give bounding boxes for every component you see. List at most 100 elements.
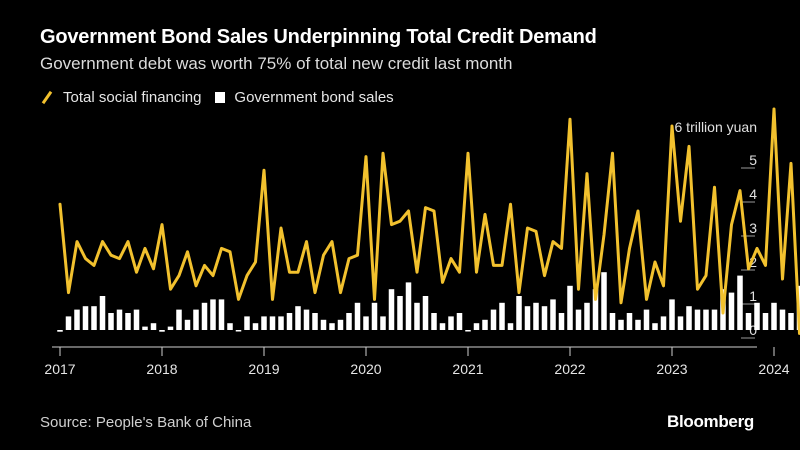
bar [235,330,242,332]
bar [65,316,72,330]
bar [677,316,684,330]
bar [745,313,752,330]
x-tick-label: 2021 [452,361,483,377]
bar [303,309,310,330]
bar [609,313,616,330]
bar [116,309,123,330]
bar [312,313,318,330]
bar [711,309,718,330]
bar [150,323,157,330]
bar [388,289,395,330]
chart-title: Government Bond Sales Underpinning Total… [40,26,597,48]
y-tick-label: 1 [749,288,757,304]
bar [278,316,284,330]
bar [626,313,633,330]
bar [439,323,446,330]
bar [584,302,590,330]
bar [159,330,165,332]
bar [269,316,276,330]
bar [201,302,208,330]
bar [397,296,403,330]
bar [737,275,743,330]
x-tick-label: 2020 [350,361,381,377]
y-tick-label: 2 [749,254,757,270]
bar [176,309,182,330]
bar [227,323,233,330]
bar [788,313,794,330]
bar [694,309,701,330]
bar [550,299,556,330]
x-tick-label: 2022 [554,361,585,377]
bar [354,302,361,330]
bar [703,309,709,330]
bar [261,316,267,330]
bar [652,323,658,330]
bar [142,326,148,330]
bar [524,306,531,330]
bar [465,330,471,332]
bar [456,313,463,330]
bar [346,313,352,330]
y-tick-label: 0 [749,322,757,338]
bar [643,309,650,330]
bar [516,296,522,330]
bar [320,319,327,330]
legend-bar-label: Government bond sales [234,89,394,106]
y-unit-label: 6 trillion yuan [675,119,758,135]
bar [779,309,786,330]
source-note: Source: People's Bank of China [40,414,252,431]
bar [499,302,505,330]
legend: Total social financing Government bond s… [40,89,408,106]
bar [686,306,692,330]
bar [618,319,624,330]
bar [74,309,80,330]
bar [541,306,548,330]
bar [295,306,301,330]
bar [533,302,539,330]
x-tick-label: 2024 [758,361,789,377]
bar [337,319,344,330]
bar [414,302,420,330]
bar [635,319,641,330]
y-tick-label: 3 [749,220,757,236]
x-tick-label: 2017 [44,361,75,377]
bar [405,282,412,330]
bar [244,316,250,330]
legend-item-line: Total social financing [40,89,201,106]
legend-line-label: Total social financing [63,89,202,106]
bar [91,306,97,330]
bar [422,296,429,330]
bar [490,309,497,330]
bar-swatch-icon [215,92,226,103]
bar [57,330,63,332]
x-tick-label: 2019 [248,361,279,377]
bar [371,302,378,330]
bar [482,319,488,330]
bar [601,272,607,330]
bar [125,313,131,330]
bar [380,316,386,330]
bar [660,316,667,330]
bar [210,299,216,330]
bar [193,309,199,330]
bar [448,316,454,330]
bar [252,323,259,330]
bar [108,313,114,330]
bar [329,323,335,330]
bar [473,323,480,330]
bar [286,313,293,330]
x-tick-label: 2018 [146,361,177,377]
legend-item-bars: Government bond sales [215,89,394,106]
bar [133,309,140,330]
bar [575,309,582,330]
bloomberg-logo: Bloomberg [666,412,754,431]
bar [184,319,191,330]
bar [363,316,369,330]
bar [728,292,735,330]
bar [754,302,760,330]
bar [567,285,573,330]
chart-subtitle: Government debt was worth 75% of total n… [40,54,513,73]
x-tick-label: 2023 [656,361,687,377]
series-line-total-social-financing [58,107,800,335]
